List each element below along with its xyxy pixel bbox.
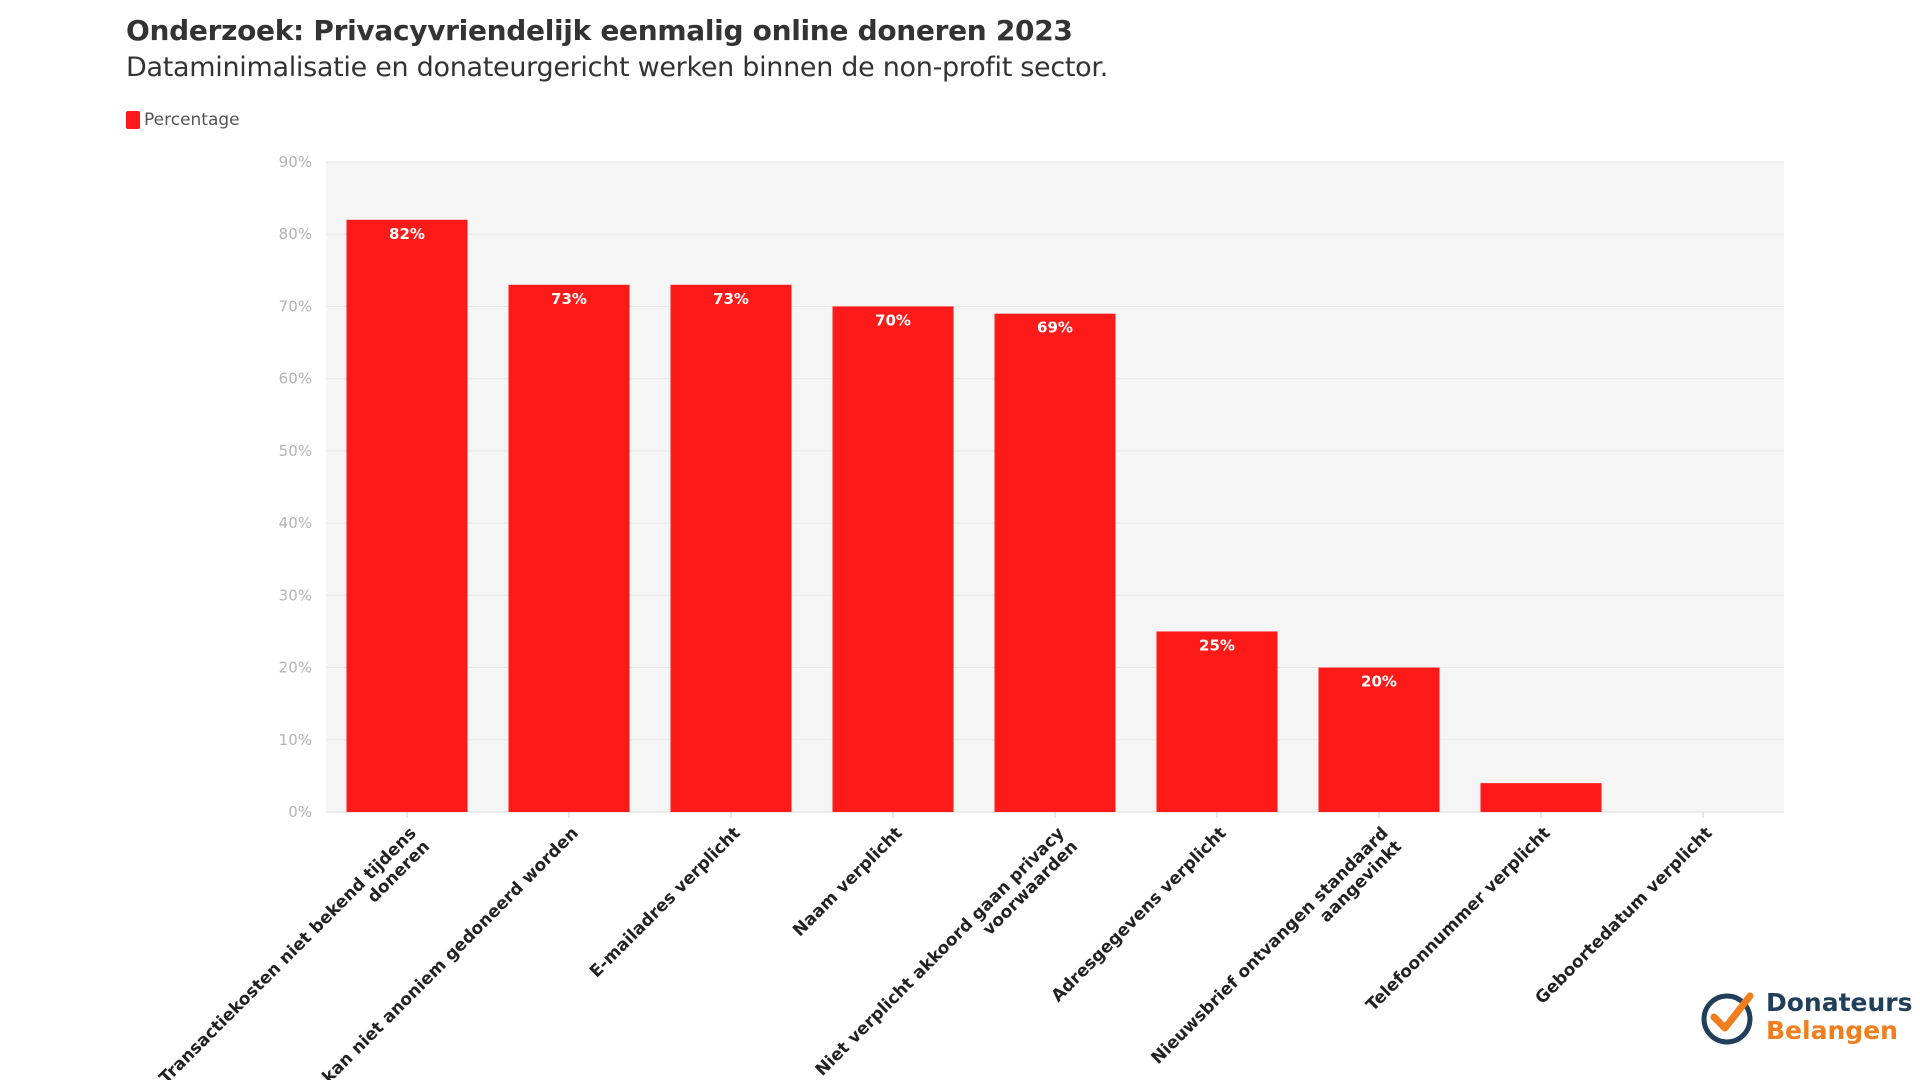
data-label: 20%: [1361, 673, 1397, 691]
bar: [994, 313, 1116, 812]
y-tick-label: 40%: [279, 514, 312, 532]
logo: Donateurs Belangen: [1700, 988, 1913, 1046]
x-category-label: Er kan niet anoniem gedoneerd worden: [300, 823, 582, 1080]
data-label: 69%: [1037, 319, 1073, 337]
legend[interactable]: Percentage: [126, 110, 240, 130]
y-tick-label: 80%: [279, 225, 312, 243]
x-category-label-line: Geboortedatum verplicht: [1531, 823, 1716, 1008]
y-tick-label: 30%: [279, 586, 312, 604]
x-category-label-line: Er kan niet anoniem gedoneerd worden: [300, 823, 582, 1080]
logo-text-belangen: Belangen: [1766, 1016, 1898, 1045]
x-category-label-line: Naam verplicht: [789, 823, 906, 940]
y-tick-label: 10%: [279, 731, 312, 749]
chart-subtitle: Dataminimalisatie en donateurgericht wer…: [126, 52, 1109, 83]
x-category-label: Niet verplicht akkoord gaan privacyvoorw…: [812, 823, 1082, 1080]
bar: [832, 306, 954, 812]
legend-swatch: [126, 111, 140, 129]
data-label: 82%: [389, 225, 425, 243]
bar: [508, 284, 630, 812]
x-category-label-line: Niet verplicht akkoord gaan privacy: [812, 823, 1069, 1080]
bar: [670, 284, 792, 812]
data-label: 73%: [551, 290, 587, 308]
x-category-label-line: Transactiekosten niet bekend tijdens: [156, 823, 421, 1080]
x-category-label: E-mailadres verplicht: [586, 823, 745, 982]
y-tick-label: 90%: [279, 153, 312, 171]
legend-label: Percentage: [144, 110, 240, 130]
x-category-label: Transactiekosten niet bekend tijdensdone…: [156, 823, 434, 1080]
data-label: 73%: [713, 290, 749, 308]
x-category-label-line: E-mailadres verplicht: [586, 823, 745, 982]
y-tick-label: 50%: [279, 442, 312, 460]
y-tick-label: 60%: [279, 370, 312, 388]
x-category-label: Geboortedatum verplicht: [1531, 823, 1716, 1008]
bar: [346, 219, 468, 812]
chart-title: Onderzoek: Privacyvriendelijk eenmalig o…: [126, 14, 1073, 47]
bar: [1318, 667, 1440, 812]
checkmark-circle-icon: [1701, 992, 1754, 1045]
y-tick-label: 70%: [279, 297, 312, 315]
x-category-label: Naam verplicht: [789, 823, 906, 940]
bar: [1480, 783, 1602, 812]
logo-text-donateurs: Donateurs: [1766, 988, 1913, 1017]
data-label: 25%: [1199, 636, 1235, 654]
data-label: 70%: [875, 311, 911, 329]
y-tick-label: 20%: [279, 659, 312, 677]
bar: [1156, 631, 1278, 812]
y-tick-label: 0%: [288, 803, 312, 821]
